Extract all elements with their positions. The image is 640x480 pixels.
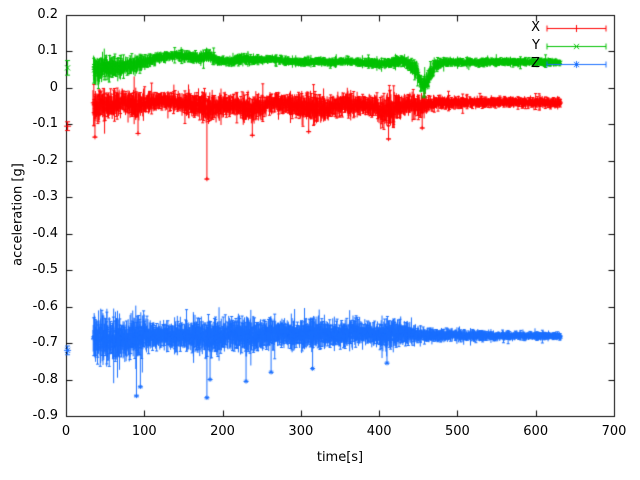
y-tick-label: -0.1 xyxy=(32,116,58,132)
x-tick-label: 100 xyxy=(131,424,157,439)
y-tick-label: -0.7 xyxy=(32,335,58,351)
legend-label-z: Z xyxy=(531,56,540,71)
y-tick-label: -0.4 xyxy=(32,225,58,241)
x-axis-label: time[s] xyxy=(316,450,364,465)
legend-label-y: Y xyxy=(532,38,540,53)
y-tick-label: -0.8 xyxy=(32,371,58,387)
y-tick-label: -0.3 xyxy=(32,189,58,205)
x-tick-label: 700 xyxy=(601,424,627,439)
y-tick-label: -0.9 xyxy=(32,408,58,423)
x-tick-label: 0 xyxy=(61,424,71,439)
x-tick-label: 400 xyxy=(366,424,392,439)
x-tick-label: 200 xyxy=(210,424,235,439)
y-tick-label: 0.1 xyxy=(37,43,58,59)
y-tick-label: -0.2 xyxy=(32,152,58,168)
y-axis-label: acceleration [g] xyxy=(10,163,26,266)
y-tick-label: 0 xyxy=(49,79,58,95)
x-tick-label: 500 xyxy=(445,424,470,439)
x-tick-label: 300 xyxy=(288,424,314,439)
y-tick-label: 0.2 xyxy=(37,7,58,22)
y-tick-label: -0.6 xyxy=(32,298,58,314)
legend-label-x: X xyxy=(531,20,540,35)
x-tick-label: 600 xyxy=(523,424,549,439)
y-tick-label: -0.5 xyxy=(32,262,58,278)
